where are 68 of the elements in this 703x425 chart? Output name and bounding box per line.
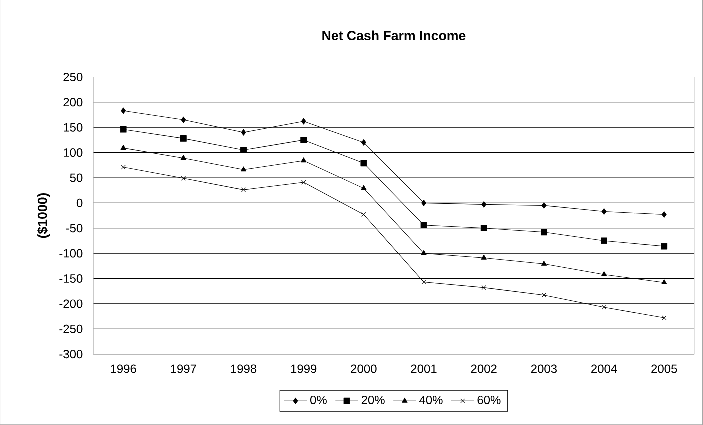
- point: [301, 118, 306, 125]
- x-tick-label: 2004: [592, 364, 618, 374]
- y-tick-label: 250: [64, 72, 83, 82]
- point: [121, 108, 126, 114]
- y-tick-label: 0: [76, 198, 83, 208]
- point: [662, 316, 667, 320]
- point: [422, 280, 426, 285]
- y-tick-label: 200: [64, 98, 83, 107]
- point: [120, 144, 126, 150]
- x-tick-label: 2005: [652, 364, 678, 374]
- point: [602, 305, 607, 310]
- point: [421, 250, 427, 256]
- point: [241, 129, 246, 136]
- point: [480, 225, 488, 232]
- legend-label: 0%: [310, 396, 327, 404]
- x-tick-label: 2003: [531, 364, 557, 374]
- point: [181, 176, 186, 181]
- point: [180, 155, 186, 160]
- point: [540, 229, 548, 236]
- y-tick-label: -100: [60, 249, 83, 258]
- point: [541, 260, 547, 266]
- point: [602, 208, 607, 215]
- legend-label: 40%: [420, 396, 443, 404]
- x-tick-label: 2002: [471, 364, 497, 374]
- point: [240, 166, 247, 172]
- point: [120, 126, 127, 133]
- y-axis-title: ($1000): [37, 193, 50, 238]
- point: [601, 238, 608, 244]
- point: [420, 222, 428, 228]
- y-tick-label: -200: [60, 300, 83, 308]
- y-tick-label: -50: [66, 224, 83, 233]
- y-tick-label: 100: [64, 148, 83, 157]
- x-tick-label: 2000: [351, 364, 377, 374]
- point: [300, 136, 308, 144]
- point: [240, 146, 247, 154]
- legend-label: 20%: [362, 396, 385, 404]
- x-tick-label: 2001: [411, 364, 437, 374]
- point: [542, 202, 547, 209]
- point: [181, 116, 186, 124]
- x-tick-label: 1999: [291, 364, 317, 374]
- point: [662, 279, 668, 284]
- y-tick-label: -250: [60, 324, 83, 334]
- point: [361, 185, 367, 190]
- chart-title: Net Cash Farm Income: [322, 30, 466, 40]
- y-tick-label: 150: [64, 123, 83, 132]
- x-tick-label: 1997: [171, 364, 196, 374]
- point: [241, 188, 246, 192]
- point: [662, 211, 667, 218]
- point: [362, 212, 366, 218]
- x-tick-label: 1998: [231, 364, 257, 374]
- point: [301, 158, 307, 162]
- point: [482, 201, 487, 208]
- point: [481, 254, 487, 260]
- point: [360, 160, 368, 166]
- point: [121, 164, 126, 170]
- point: [601, 271, 608, 276]
- point: [542, 292, 547, 298]
- y-tick-label: -150: [60, 274, 83, 283]
- point: [361, 139, 366, 146]
- x-tick-label: 1996: [111, 364, 136, 374]
- point: [422, 200, 426, 206]
- point: [661, 243, 668, 250]
- point: [302, 180, 306, 185]
- point: [482, 285, 486, 290]
- y-tick-label: -300: [60, 350, 83, 358]
- y-tick-label: 50: [70, 174, 83, 182]
- point: [180, 135, 187, 142]
- legend-label: 60%: [478, 396, 501, 404]
